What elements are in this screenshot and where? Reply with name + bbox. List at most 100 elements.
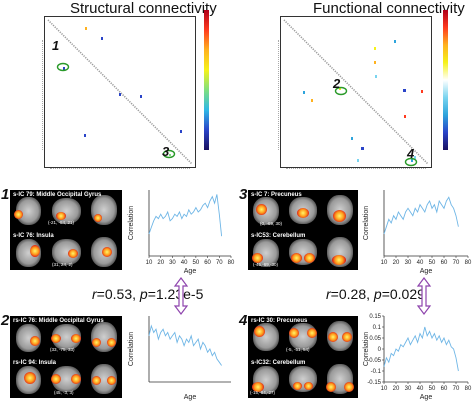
x-tick-label: 70 xyxy=(216,260,223,266)
brain-slice xyxy=(86,231,122,270)
marker-1: 1 xyxy=(52,38,60,53)
functional-cell xyxy=(357,159,359,162)
brain-slice xyxy=(10,231,47,270)
functional-cell xyxy=(375,75,377,78)
correlation-stat-left: r=0.53, p=1.23e-5 xyxy=(92,286,203,302)
x-tick-label: 80 xyxy=(465,260,472,266)
x-tick-label: 50 xyxy=(193,260,200,266)
functional-cell xyxy=(403,89,406,92)
functional-cell xyxy=(351,137,353,140)
component-label-top: rs-IC 30: Precuneus xyxy=(251,318,308,324)
stat-r-right: 0.28 xyxy=(338,286,367,302)
x-tick-label: 20 xyxy=(393,260,400,266)
panel-number-4: 4 xyxy=(239,312,248,329)
series-line xyxy=(148,324,222,366)
brain-slice xyxy=(48,358,85,398)
functional-title: Functional connectivity xyxy=(313,0,465,17)
brain-slice xyxy=(322,231,358,270)
stat-r-left: 0.53 xyxy=(104,286,133,302)
structural-matrix-canvas xyxy=(47,19,193,165)
structural-cell xyxy=(140,95,142,98)
structural-cell xyxy=(119,93,121,96)
x-tick-label: 70 xyxy=(453,386,460,392)
x-tick-label: 80 xyxy=(465,386,472,392)
brain-slice xyxy=(285,316,321,355)
y-axis-label: Correlation xyxy=(128,332,135,366)
y-tick-label: -0.15 xyxy=(367,380,381,386)
brain-slice xyxy=(248,358,284,398)
functional-row-labels xyxy=(270,40,279,150)
y-axis-label: Correlation xyxy=(363,332,370,366)
brain-slice xyxy=(248,316,284,355)
marker-4: 4 xyxy=(407,146,415,161)
structural-cell xyxy=(169,154,171,156)
panel-number-2: 2 xyxy=(1,312,10,329)
brain-slice xyxy=(48,316,85,355)
functional-matrix xyxy=(280,16,432,168)
brain-slice xyxy=(248,231,284,270)
y-tick-label: 0.15 xyxy=(369,314,381,320)
component-label-top: s-IC 79: Middle Occipital Gyrus xyxy=(13,192,102,198)
x-tick-label: 60 xyxy=(204,260,211,266)
series-line xyxy=(383,196,459,235)
component-label-top: rs-IC 76: Middle Occipital Gyrus xyxy=(13,318,104,324)
functional-cell xyxy=(404,115,406,118)
component-coord-top: (33, -75, 33) xyxy=(50,347,75,352)
brain-slice xyxy=(86,358,122,398)
x-tick-label: 70 xyxy=(453,260,460,266)
brain-row-top xyxy=(10,316,122,355)
structural-col-labels xyxy=(50,168,190,177)
double-arrow-left xyxy=(173,277,189,315)
brain-row-bottom xyxy=(248,358,358,398)
brain-row-top xyxy=(10,190,122,228)
component-coord-bottom: (-15,-84,-27) xyxy=(250,390,276,395)
brain-row-bottom xyxy=(10,358,122,398)
functional-cell xyxy=(311,99,313,102)
x-tick-label: 30 xyxy=(405,260,412,266)
x-tick-label: 50 xyxy=(429,386,436,392)
structural-cell xyxy=(84,134,86,137)
x-axis-label: Age xyxy=(184,268,197,275)
matrix-diagonal xyxy=(47,19,193,165)
functional-cell xyxy=(374,47,376,50)
x-axis-label: Age xyxy=(420,268,433,275)
functional-cell xyxy=(374,61,376,64)
brain-slice xyxy=(285,358,321,398)
structural-cell xyxy=(180,130,182,133)
x-axis-label: Age xyxy=(184,394,197,401)
component-label-bottom: s-IC53: Cerebellum xyxy=(251,233,306,239)
brain-slice xyxy=(86,316,122,355)
correlation-stat-right: r=0.28, p=0.029 xyxy=(326,286,425,302)
brain-slice xyxy=(10,190,47,228)
structural-cell xyxy=(101,37,103,40)
marker-ring-3 xyxy=(162,149,176,159)
marker-ring-1 xyxy=(56,62,70,72)
double-arrow-right xyxy=(416,277,432,315)
brain-slice xyxy=(322,190,358,228)
brain-slice xyxy=(10,316,47,355)
x-tick-label: 40 xyxy=(417,260,424,266)
marker-2: 2 xyxy=(333,76,341,91)
component-coord-bottom: (31, 24, 2) xyxy=(52,262,73,267)
x-tick-label: 80 xyxy=(228,260,235,266)
functional-cell xyxy=(303,91,305,94)
marker-ring-4 xyxy=(404,157,418,167)
age-correlation-plot-3: 10 20 30 40 50 60 70 80 Age Correlation xyxy=(363,190,472,275)
x-tick-label: 30 xyxy=(405,386,412,392)
x-tick-label: 10 xyxy=(381,386,388,392)
x-tick-label: 20 xyxy=(157,260,164,266)
x-tick-label: 60 xyxy=(441,260,448,266)
x-tick-label: 60 xyxy=(441,386,448,392)
component-label-bottom: rs-IC 94: Insula xyxy=(13,360,57,366)
brain-row-top xyxy=(248,190,358,228)
component-label-bottom: s-IC 76: Insula xyxy=(13,233,54,239)
component-coord-top: (0, -69, 30) xyxy=(260,221,283,226)
structural-cell xyxy=(63,67,65,70)
y-tick-label: -0.1 xyxy=(371,369,382,375)
x-tick-label: 10 xyxy=(381,260,388,266)
x-tick-label: 40 xyxy=(181,260,188,266)
age-correlation-plot-4: 10 20 30 40 50 60 70 80 -0.15 -0.1 -0.05 0 0.05 0.1 0.… xyxy=(363,314,472,401)
brain-row-top xyxy=(248,316,358,355)
y-tick-label: -0.05 xyxy=(367,358,381,364)
brain-slice xyxy=(285,190,321,228)
